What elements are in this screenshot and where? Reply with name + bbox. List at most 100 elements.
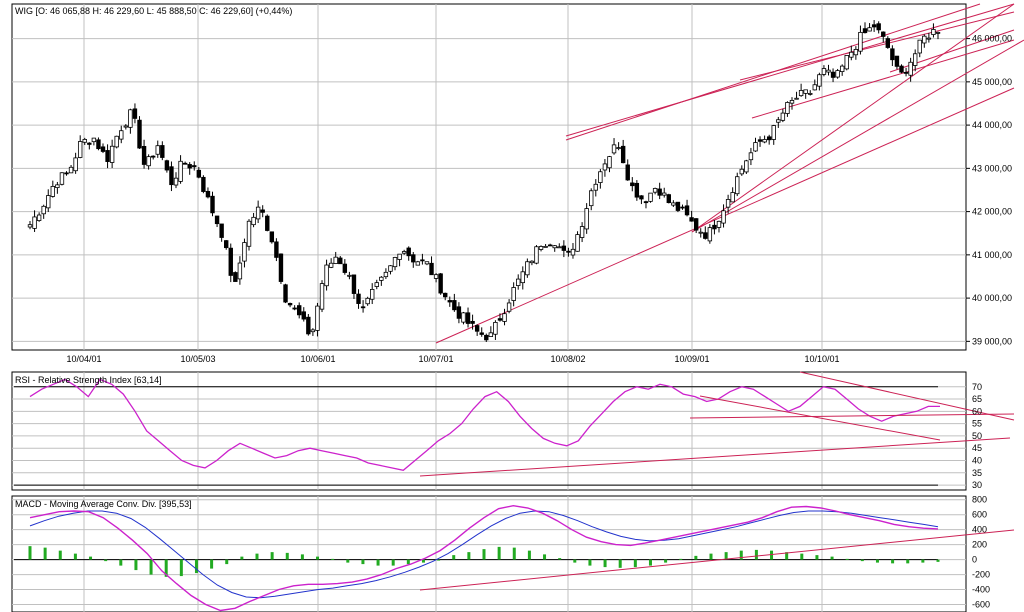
candle-body — [520, 271, 525, 284]
macd-chart-title: MACD - Moving Average Conv. Div. [395,53… — [15, 499, 192, 509]
macd-histogram-bar — [739, 550, 743, 560]
candle-body — [68, 166, 74, 174]
candle-body — [589, 190, 594, 207]
candle-body — [511, 287, 516, 301]
candle-body — [876, 23, 881, 31]
macd-histogram-bar — [800, 553, 804, 560]
candle-body — [885, 38, 891, 48]
candle-body — [160, 145, 165, 158]
candle-body — [283, 284, 288, 303]
candle-body — [397, 253, 402, 260]
candle-body — [219, 223, 224, 238]
macd-histogram-bar — [391, 559, 395, 566]
candle-body — [607, 156, 612, 169]
candle-body — [182, 162, 188, 165]
macd-histogram-bar — [830, 556, 834, 560]
candle-body — [278, 253, 284, 282]
candle-body — [493, 321, 498, 335]
macd-line — [29, 504, 939, 612]
price-y-tick-label: 43 000,00 — [972, 163, 1012, 173]
macd-histogram-bar — [452, 555, 456, 560]
candle-body — [538, 246, 544, 250]
macd-histogram-bar — [467, 552, 471, 560]
macd-histogram-bar — [73, 553, 77, 560]
candle-body — [50, 185, 56, 197]
macd-y-tick-label: -400 — [972, 585, 990, 595]
macd-histogram-bar — [164, 559, 168, 577]
rsi-trendline — [799, 371, 1015, 421]
macd-histogram-bar — [860, 559, 864, 562]
candle-body — [55, 184, 60, 189]
rsi-y-tick-label: 50 — [972, 431, 982, 441]
candle-body — [598, 171, 603, 183]
macd-histogram-bar — [558, 558, 562, 560]
price-trendline — [565, 3, 1015, 137]
macd-histogram-bar — [240, 556, 244, 560]
candle-body — [164, 160, 170, 171]
candle-body — [502, 313, 507, 322]
candle-body — [447, 300, 452, 303]
candle-body — [561, 245, 567, 251]
rsi-y-tick-label: 70 — [972, 382, 982, 392]
candle-body — [630, 182, 635, 187]
candle-body — [224, 240, 229, 249]
candle-body — [753, 142, 758, 152]
candle-body — [730, 192, 735, 203]
candle-body — [894, 55, 900, 67]
candle-body — [424, 261, 430, 265]
candle-body — [356, 293, 361, 304]
candle-body — [671, 202, 676, 206]
macd-histogram-bar — [89, 556, 93, 560]
candle-body — [698, 231, 703, 234]
candle-body — [452, 300, 457, 311]
candle-body — [484, 334, 489, 341]
candle-body — [292, 307, 297, 310]
macd-y-tick-label: 400 — [972, 525, 987, 535]
candle-body — [689, 217, 694, 222]
candle-body — [881, 31, 886, 37]
candle-body — [547, 244, 553, 247]
candle-body — [830, 71, 836, 78]
candle-body — [77, 141, 83, 158]
candle-body — [192, 165, 197, 168]
rsi-layer — [14, 371, 1015, 486]
rsi-y-tick-label: 60 — [972, 406, 982, 416]
candle-body — [306, 316, 311, 335]
candle-body — [137, 119, 142, 149]
macd-histogram-bar — [573, 559, 577, 563]
candle-body — [525, 261, 530, 276]
rsi-trendline — [699, 395, 941, 441]
candle-body — [707, 227, 713, 242]
candle-body — [411, 254, 416, 263]
macd-histogram-bar — [285, 552, 289, 560]
macd-histogram-bar — [194, 559, 198, 574]
candle-body — [178, 160, 183, 182]
candle-body — [744, 160, 749, 173]
macd-histogram-bar — [255, 553, 259, 560]
candle-body — [406, 247, 411, 257]
candle-body — [826, 69, 831, 73]
candle-body — [429, 262, 434, 276]
candle-body — [27, 224, 33, 228]
candle-body — [844, 55, 849, 70]
candle-body — [579, 226, 585, 238]
candle-body — [593, 183, 598, 191]
candle-body — [725, 199, 731, 208]
candle-body — [265, 215, 270, 231]
x-tick-label: 10/04/01 — [66, 354, 101, 364]
macd-histogram-bar — [437, 559, 441, 561]
candle-body — [716, 220, 722, 228]
macd-layer — [14, 504, 1015, 612]
x-tick-label: 10/09/01 — [674, 354, 709, 364]
price-chart-title: WIG [O: 46 065,88 H: 46 229,60 L: 45 888… — [15, 6, 292, 16]
candle-body — [488, 332, 494, 337]
macd-signal-line — [29, 510, 939, 599]
candle-body — [251, 216, 256, 226]
candle-body — [812, 84, 818, 91]
candle-body — [297, 305, 302, 316]
candle-body — [721, 210, 726, 224]
candle-body — [602, 163, 608, 171]
candle-body — [242, 242, 247, 262]
price-y-tick-label: 46 000,00 — [972, 34, 1012, 44]
x-tick-label: 10/05/03 — [180, 354, 215, 364]
